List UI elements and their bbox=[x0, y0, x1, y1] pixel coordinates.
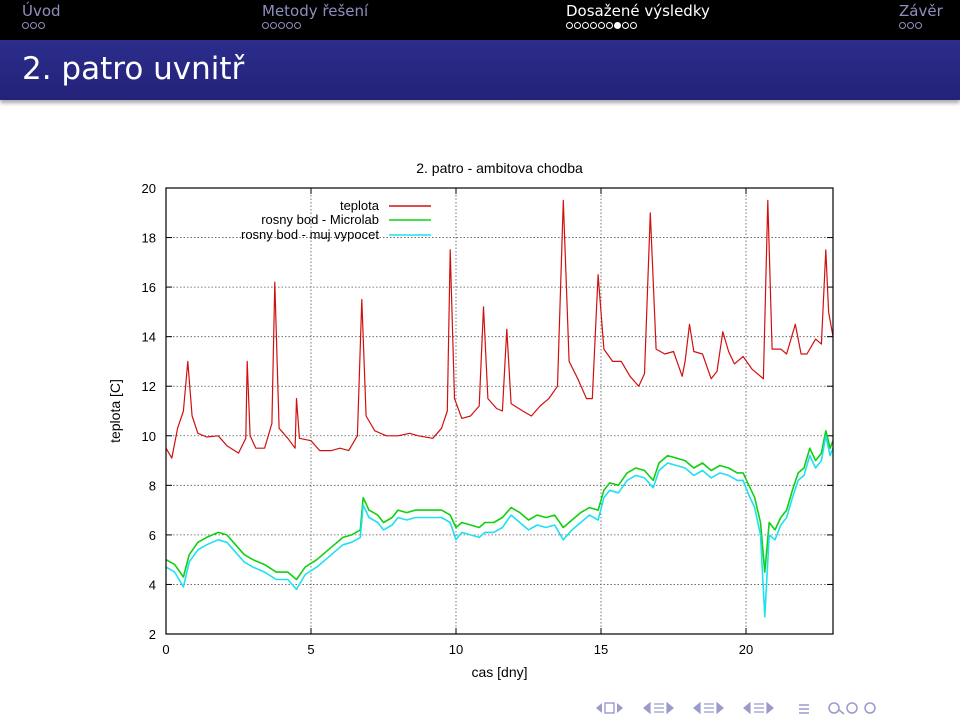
nav-section-1[interactable]: Úvod bbox=[22, 2, 61, 20]
y-axis-label: teplota [C] bbox=[107, 379, 123, 443]
nav-frame-dot[interactable] bbox=[590, 22, 597, 29]
series-line-1 bbox=[165, 199, 834, 459]
y-tick-label: 2 bbox=[149, 627, 156, 642]
nav-left-icon[interactable] bbox=[596, 703, 602, 713]
nav-section-dots bbox=[22, 22, 45, 29]
legend-label: rosny bod - Microlab bbox=[261, 212, 379, 227]
nav-align-icon[interactable] bbox=[799, 704, 809, 714]
nav-section-4[interactable]: Závěr bbox=[899, 2, 943, 20]
series-line-2 bbox=[165, 430, 834, 581]
plot-frame bbox=[165, 187, 834, 635]
frame-title: 2. patro uvnitř bbox=[22, 51, 245, 87]
nav-frame-dot[interactable] bbox=[574, 22, 581, 29]
nav-frame-dot[interactable] bbox=[907, 22, 914, 29]
nav-frame-dot[interactable] bbox=[286, 22, 293, 29]
series-line-3 bbox=[165, 435, 834, 618]
nav-frame-dot[interactable] bbox=[270, 22, 277, 29]
nav-frame-dot[interactable] bbox=[22, 22, 29, 29]
beamer-navigation bbox=[596, 701, 876, 715]
nav-section-icon[interactable] bbox=[693, 701, 724, 715]
y-tick-label: 6 bbox=[149, 528, 156, 543]
nav-section-2[interactable]: Metody řešení bbox=[262, 2, 369, 20]
y-tick-label: 14 bbox=[142, 330, 156, 345]
nav-frame-dot[interactable] bbox=[630, 22, 637, 29]
nav-right-icon[interactable] bbox=[617, 703, 623, 713]
y-tick-label: 20 bbox=[142, 181, 156, 196]
x-tick-label: 20 bbox=[739, 642, 753, 657]
nav-frame-dot[interactable] bbox=[278, 22, 285, 29]
nav-subsection-icon[interactable] bbox=[643, 701, 674, 715]
nav-frame-dot[interactable] bbox=[899, 22, 906, 29]
headline-bar: Úvod Metody řešení Dosažené výsledky Závěr bbox=[0, 0, 960, 40]
nav-frame-icon[interactable] bbox=[604, 702, 615, 714]
nav-search-icon[interactable] bbox=[828, 702, 876, 715]
x-axis-label: cas [dny] bbox=[471, 664, 527, 680]
nav-frame-dot[interactable] bbox=[622, 22, 629, 29]
nav-frame-dot[interactable] bbox=[566, 22, 573, 29]
nav-frame-dot[interactable] bbox=[38, 22, 45, 29]
x-tick-label: 0 bbox=[162, 642, 169, 657]
frame-title-bar: 2. patro uvnitř bbox=[0, 40, 960, 100]
nav-frame-dot[interactable] bbox=[915, 22, 922, 29]
x-tick-label: 15 bbox=[594, 642, 608, 657]
nav-frame-dot[interactable] bbox=[606, 22, 613, 29]
nav-frame-dot[interactable] bbox=[294, 22, 301, 29]
nav-frame-dot[interactable] bbox=[598, 22, 605, 29]
nav-section-dots bbox=[899, 22, 922, 29]
nav-frame-dot[interactable] bbox=[262, 22, 269, 29]
legend-label: teplota bbox=[340, 198, 380, 213]
x-tick-label: 10 bbox=[449, 642, 463, 657]
y-tick-label: 18 bbox=[142, 231, 156, 246]
nav-document-icon[interactable] bbox=[743, 701, 774, 715]
nav-section-dots bbox=[262, 22, 301, 29]
nav-section-dots bbox=[566, 22, 637, 29]
y-tick-label: 4 bbox=[149, 577, 156, 592]
y-tick-label: 10 bbox=[142, 429, 156, 444]
nav-frame-dot[interactable] bbox=[614, 22, 621, 29]
nav-frame-dot[interactable] bbox=[30, 22, 37, 29]
x-tick-label: 5 bbox=[307, 642, 314, 657]
nav-section-3[interactable]: Dosažené výsledky bbox=[566, 2, 710, 20]
legend-label: rosny bod - muj vypocet bbox=[241, 227, 379, 242]
chart-title: 2. patro - ambitova chodba bbox=[416, 160, 583, 176]
y-tick-label: 12 bbox=[142, 379, 156, 394]
y-tick-label: 8 bbox=[149, 478, 156, 493]
y-tick-label: 16 bbox=[142, 280, 156, 295]
nav-frame-dot[interactable] bbox=[582, 22, 589, 29]
